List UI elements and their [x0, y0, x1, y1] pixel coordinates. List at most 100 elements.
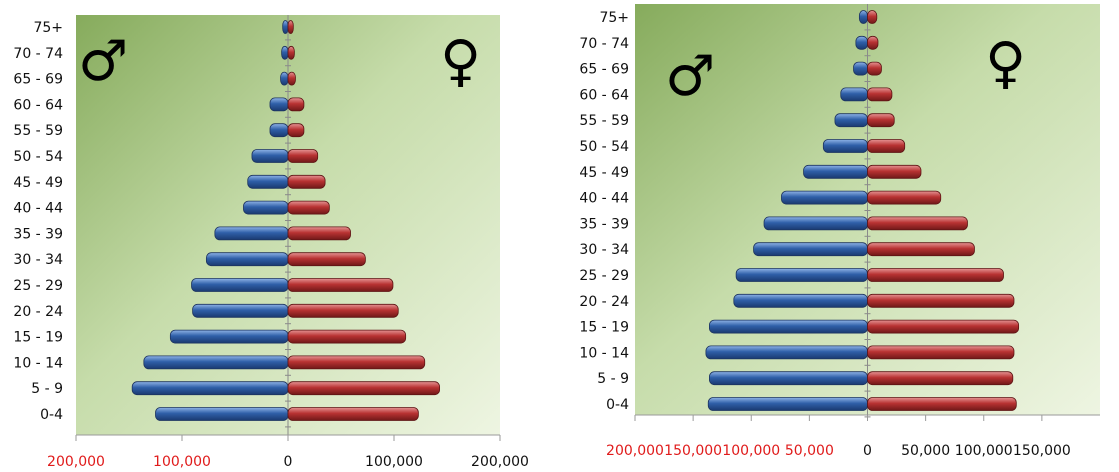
female-bar — [287, 381, 440, 396]
age-group-label: 35 - 39 — [579, 216, 629, 232]
male-bar — [707, 397, 868, 411]
female-bar — [287, 329, 407, 344]
age-group-label: 75+ — [33, 20, 63, 36]
female-bar — [287, 174, 326, 189]
male-bar — [853, 61, 868, 76]
female-bar — [287, 97, 305, 112]
age-group-label: 25 - 29 — [13, 278, 63, 294]
male-bar — [822, 139, 868, 153]
age-group-label: 50 - 54 — [579, 139, 629, 155]
age-group-label: 65 - 69 — [579, 62, 629, 78]
male-bar — [708, 371, 868, 386]
age-group-label: 10 - 14 — [13, 355, 63, 371]
x-tick-label: 200,000 — [471, 454, 529, 470]
male-bar — [763, 216, 868, 231]
female-bar — [287, 123, 305, 138]
female-bar — [867, 268, 1004, 282]
x-tick-label: 100,000 — [153, 454, 211, 470]
female-bar — [867, 190, 942, 205]
female-bar — [867, 371, 1014, 386]
male-bar — [192, 303, 289, 318]
female-bar — [287, 226, 351, 241]
age-group-label: 50 - 54 — [13, 149, 63, 165]
male-bar — [247, 174, 289, 189]
female-bar — [287, 303, 399, 318]
age-group-label: 60 - 64 — [579, 87, 629, 103]
age-group-label: 55 - 59 — [579, 113, 629, 129]
x-tick-label: 150,000 — [664, 443, 722, 459]
age-group-label: 70 - 74 — [13, 46, 63, 62]
female-bar — [287, 71, 296, 86]
female-bar — [867, 113, 895, 128]
female-bar — [287, 407, 419, 421]
female-bar — [867, 293, 1015, 308]
age-group-label: 45 - 49 — [579, 165, 629, 181]
age-group-label: 20 - 24 — [13, 304, 63, 320]
age-group-label: 15 - 19 — [579, 320, 629, 336]
female-bar — [287, 200, 330, 215]
male-bar — [781, 190, 868, 205]
male-bar — [840, 87, 868, 102]
x-tick-label: 100,000 — [722, 443, 780, 459]
population-pyramid-right: 0-4 5 - 9 10 - 14 15 - 19 20 - 24 25 - 29 30 -… — [575, 0, 1119, 472]
x-tick-label: 150,000 — [1013, 443, 1071, 459]
female-bar — [867, 35, 879, 50]
female-bar — [867, 139, 906, 153]
age-group-label: 30 - 34 — [13, 252, 63, 268]
female-bar — [287, 20, 294, 34]
age-group-label: 0-4 — [40, 407, 63, 423]
age-group-label: 75+ — [599, 10, 629, 26]
x-tick-label: 50,000 — [785, 443, 834, 459]
female-bar — [287, 45, 295, 60]
male-bar — [169, 329, 289, 344]
male-bar — [143, 355, 289, 370]
age-group-label: 0-4 — [606, 397, 629, 413]
age-group-label: 15 - 19 — [13, 330, 63, 346]
age-group-label: 40 - 44 — [579, 191, 629, 207]
female-bar — [867, 61, 882, 76]
male-bar — [280, 71, 289, 86]
age-group-label: 25 - 29 — [579, 268, 629, 284]
age-group-label: 45 - 49 — [13, 175, 63, 191]
male-bar — [705, 345, 868, 360]
female-bar — [287, 149, 319, 163]
male-bar — [282, 20, 289, 34]
age-group-label: 5 - 9 — [597, 371, 629, 387]
male-bar — [803, 164, 868, 179]
female-bar — [867, 216, 968, 231]
male-bar — [205, 252, 289, 267]
age-group-label: 55 - 59 — [13, 123, 63, 139]
age-group-label: 35 - 39 — [13, 226, 63, 242]
age-group-label: 20 - 24 — [579, 294, 629, 310]
male-bar — [733, 293, 868, 308]
female-bar — [867, 10, 878, 24]
female-bar — [867, 164, 922, 179]
age-group-label: 40 - 44 — [13, 201, 63, 217]
age-group-label: 65 - 69 — [13, 72, 63, 88]
male-symbol-icon: ♂ — [665, 44, 715, 109]
male-bar — [269, 97, 289, 112]
age-group-label: 30 - 34 — [579, 242, 629, 258]
pyramid-chart-left-svg: 0-4 5 - 9 10 - 14 15 - 19 20 - 24 25 - 29 30 -… — [13, 15, 529, 470]
male-bar — [834, 113, 868, 128]
x-tick-label: 100,000 — [365, 454, 423, 470]
female-bar — [867, 87, 893, 102]
female-bar — [867, 397, 1017, 411]
male-bar — [281, 45, 289, 60]
male-bar — [858, 10, 868, 24]
female-bar — [287, 355, 426, 370]
male-bar — [269, 123, 289, 138]
female-bar — [867, 319, 1020, 334]
pyramid-chart-right-svg: 0-4 5 - 9 10 - 14 15 - 19 20 - 24 25 - 29 30 -… — [579, 4, 1100, 459]
female-bar — [287, 278, 394, 292]
male-bar — [753, 242, 868, 257]
age-group-label: 70 - 74 — [579, 36, 629, 52]
male-bar — [708, 319, 868, 334]
female-bar — [287, 252, 366, 267]
female-bar — [867, 345, 1015, 360]
male-bar — [243, 200, 289, 215]
x-tick-label: 100,000 — [955, 443, 1013, 459]
x-tick-label: 200,000 — [47, 454, 105, 470]
age-group-label: 10 - 14 — [579, 345, 629, 361]
female-bar — [867, 242, 975, 257]
